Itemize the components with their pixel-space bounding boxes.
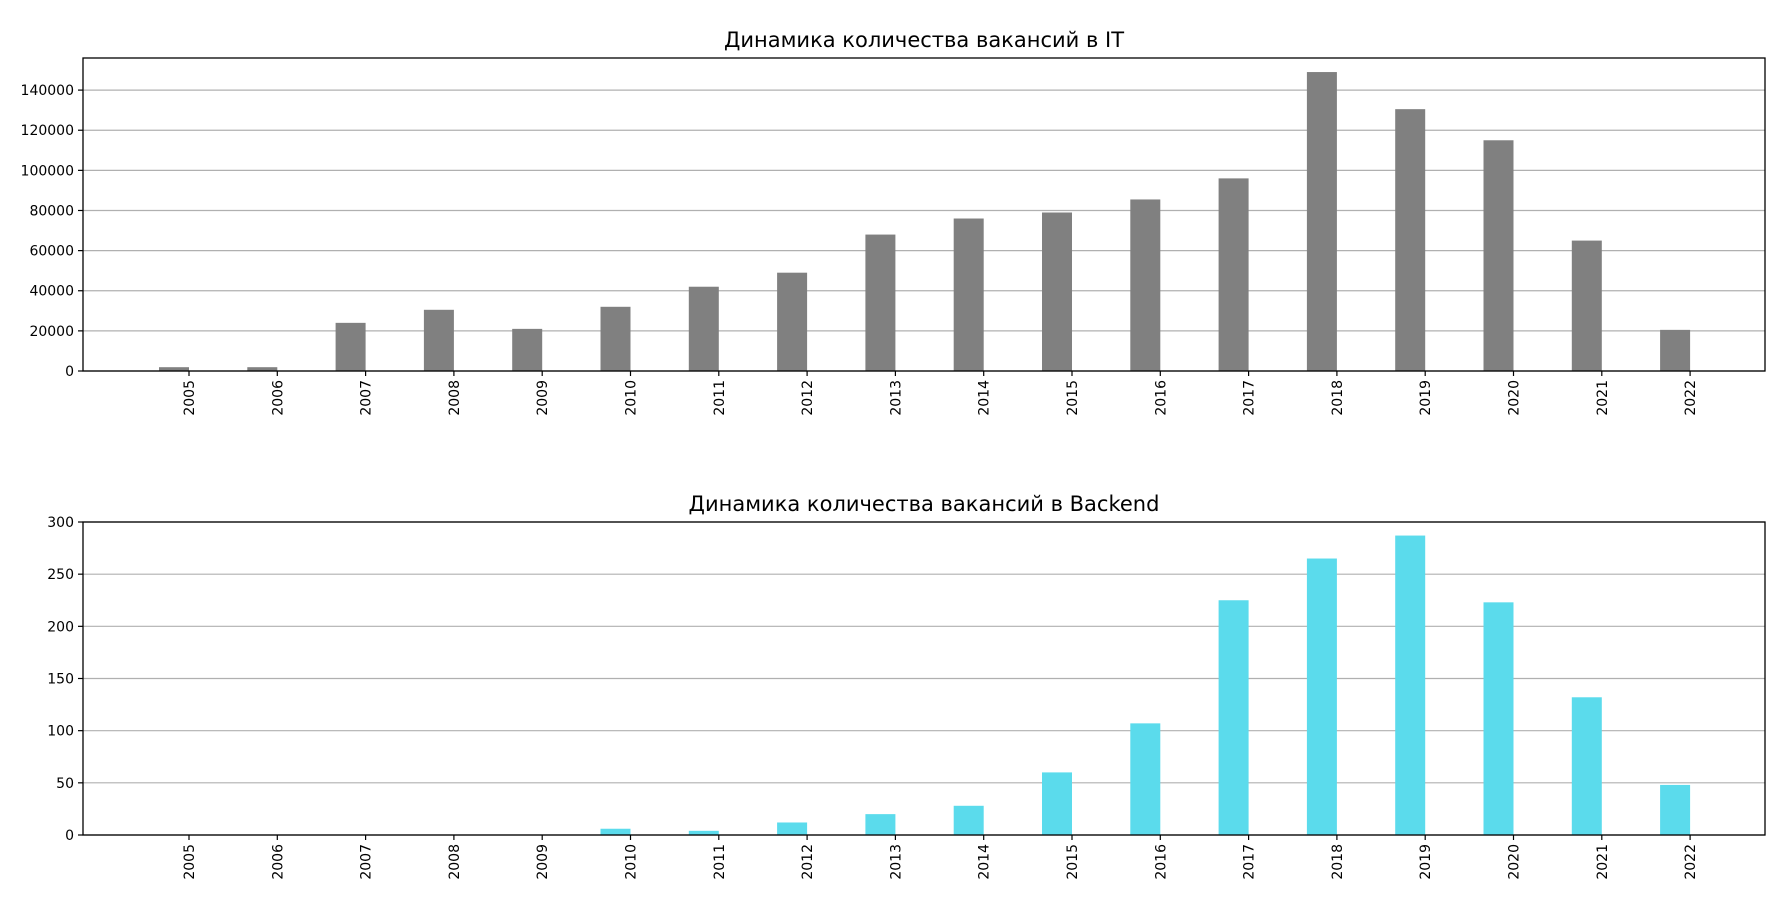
bar [1660, 329, 1691, 371]
x-tick-label: 2020 [1507, 844, 1523, 880]
x-tick-label: 2017 [1242, 380, 1258, 416]
x-tick-label: 2005 [182, 380, 198, 416]
x-tick-label: 2009 [535, 844, 551, 880]
x-tick-label: 2014 [977, 380, 993, 416]
x-tick-label: 2008 [447, 380, 463, 416]
x-tick-label: 2019 [1418, 844, 1434, 880]
y-tick-label: 50 [56, 776, 74, 792]
x-tick-label: 2010 [624, 844, 640, 880]
x-tick-label: 2015 [1065, 380, 1081, 416]
x-tick-label: 2012 [800, 844, 816, 880]
x-tick-label: 2006 [270, 380, 286, 416]
bar [1483, 140, 1514, 371]
y-tick-label: 100 [47, 724, 74, 740]
bar [1571, 240, 1602, 371]
bar [1042, 772, 1072, 835]
x-tick-label: 2022 [1683, 844, 1699, 880]
y-tick-label: 60000 [29, 244, 74, 260]
bar [688, 830, 719, 835]
bar [1306, 72, 1337, 372]
bar [159, 367, 189, 371]
y-tick-label: 300 [47, 515, 74, 531]
bar [1130, 723, 1161, 835]
bar [953, 805, 984, 835]
x-tick-label: 2007 [359, 380, 375, 416]
x-tick-label: 2011 [712, 844, 728, 880]
x-tick-label: 2007 [359, 844, 375, 880]
plot-frame [82, 521, 1766, 836]
bar [335, 322, 366, 371]
bar [777, 272, 808, 371]
y-tick-label: 0 [65, 828, 74, 844]
bar [777, 822, 808, 835]
plot-frame [82, 57, 1766, 372]
x-tick-label: 2012 [800, 380, 816, 416]
x-tick-label: 2013 [888, 380, 904, 416]
bar [247, 367, 278, 371]
y-tick-label: 20000 [29, 324, 74, 340]
bar [1306, 558, 1337, 835]
bar [865, 814, 896, 835]
x-tick-label: 2019 [1418, 380, 1434, 416]
bar [512, 328, 543, 371]
y-tick-label: 0 [65, 364, 74, 380]
bar [423, 309, 454, 371]
bar [688, 286, 719, 371]
x-tick-label: 2008 [447, 844, 463, 880]
x-tick-label: 2020 [1507, 380, 1523, 416]
bar [1571, 697, 1602, 835]
y-tick-label: 140000 [21, 83, 74, 99]
x-tick-label: 2006 [270, 844, 286, 880]
y-tick-label: 250 [47, 567, 74, 583]
bar [1218, 600, 1249, 835]
x-tick-label: 2018 [1330, 380, 1346, 416]
x-tick-label: 2015 [1065, 844, 1081, 880]
x-tick-label: 2017 [1242, 844, 1258, 880]
y-tick-label: 80000 [29, 203, 74, 219]
y-tick-label: 40000 [29, 284, 74, 300]
bar [865, 234, 896, 371]
x-tick-label: 2021 [1595, 380, 1611, 416]
bar [1395, 109, 1426, 372]
chart-title: Динамика количества вакансий в Backend [689, 492, 1160, 516]
y-tick-label: 200 [47, 619, 74, 635]
bar [1130, 199, 1161, 371]
x-tick-label: 2005 [182, 844, 198, 880]
y-tick-label: 100000 [21, 163, 74, 179]
x-tick-label: 2021 [1595, 844, 1611, 880]
chart-panel-1: Динамика количества вакансий в IT 0 20000 4… [21, 28, 1766, 416]
x-tick-label: 2013 [888, 844, 904, 880]
bar [1042, 212, 1072, 371]
x-tick-label: 2016 [1153, 380, 1169, 416]
bar [1218, 178, 1249, 371]
bar [953, 218, 984, 371]
y-tick-label: 150 [47, 672, 74, 688]
x-tick-label: 2009 [535, 380, 551, 416]
x-tick-label: 2011 [712, 380, 728, 416]
bar [1395, 535, 1426, 835]
x-tick-label: 2010 [624, 380, 640, 416]
bar [600, 306, 631, 371]
x-tick-label: 2014 [977, 844, 993, 880]
bar [1483, 602, 1514, 835]
x-tick-label: 2016 [1153, 844, 1169, 880]
y-tick-label: 120000 [21, 123, 74, 139]
x-tick-label: 2022 [1683, 380, 1699, 416]
x-tick-label: 2018 [1330, 844, 1346, 880]
bar [600, 828, 631, 835]
chart-panel-2: Динамика количества вакансий в Backend 0 5… [47, 492, 1766, 880]
chart-title: Динамика количества вакансий в IT [724, 28, 1124, 52]
bar [1660, 784, 1691, 835]
